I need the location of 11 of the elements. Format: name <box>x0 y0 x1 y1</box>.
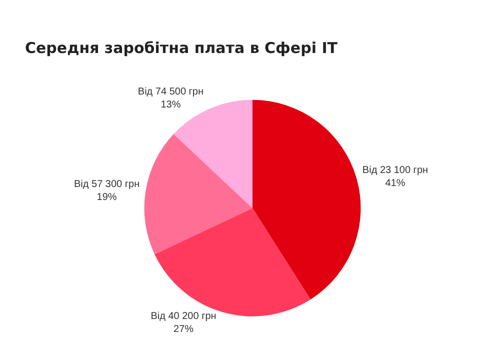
data-label: 27% <box>173 324 194 336</box>
slice-label: Від 74 500 грн <box>138 86 204 98</box>
slice-label: Від 40 200 грн <box>150 311 216 322</box>
data-label: 13% <box>160 100 181 111</box>
pie-slice <box>252 100 361 300</box>
data-label: 41% <box>385 178 406 189</box>
slice-label: Від 23 100 грн <box>362 164 428 176</box>
pie-slice <box>144 134 252 254</box>
chart-title: Середня заробітна плата в Сфері IT <box>25 38 338 57</box>
slice-label: Від 57 300 грн <box>74 178 140 190</box>
data-label: 19% <box>96 192 117 203</box>
